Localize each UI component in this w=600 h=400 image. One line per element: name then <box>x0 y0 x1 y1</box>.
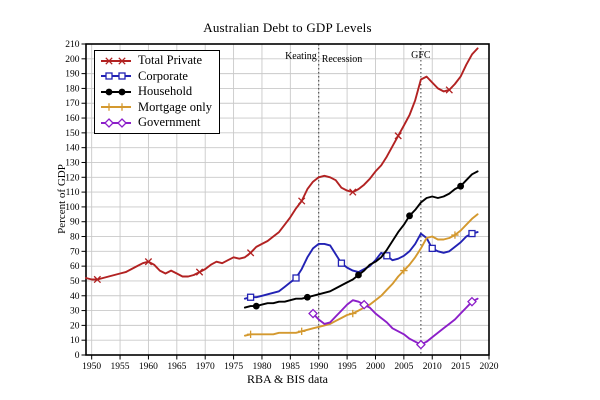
legend-label-government: Government <box>138 115 201 130</box>
x-tick-label: 1995 <box>338 362 357 372</box>
y-tick-label: 80 <box>70 233 80 243</box>
y-tick-label: 100 <box>65 203 80 213</box>
annotation-recession: Recession <box>321 54 363 65</box>
legend-item-corporate: Corporate <box>99 69 212 85</box>
y-tick-label: 150 <box>65 129 80 139</box>
x-tick-label: 1950 <box>82 362 101 372</box>
y-tick-label: 20 <box>70 321 80 331</box>
x-tick-label: 1965 <box>167 362 186 372</box>
y-tick-label: 30 <box>70 307 80 317</box>
y-tick-label: 130 <box>65 158 80 168</box>
x-tick-label: 1985 <box>281 362 300 372</box>
chart-footer: RBA & BIS data <box>246 372 328 386</box>
y-tick-label: 170 <box>65 99 80 109</box>
x-tick-label: 2015 <box>451 362 470 372</box>
series-line-household <box>243 170 479 309</box>
legend-label-total-private: Total Private <box>138 53 203 68</box>
series-line-government <box>312 297 479 346</box>
x-tick-label: 1970 <box>196 362 215 372</box>
y-tick-label: 140 <box>65 144 80 154</box>
annotation-keating: Keating <box>285 51 317 62</box>
series-line-corporate <box>243 231 479 300</box>
y-tick-label: 160 <box>65 114 80 124</box>
series-markers-corporate <box>246 229 476 301</box>
legend-marker-mortgage-only <box>101 103 131 111</box>
y-tick-label: 0 <box>75 351 80 361</box>
legend-item-mortgage-only: Mortgage only <box>99 100 212 116</box>
legend-item-household: Household <box>99 84 212 100</box>
y-tick-label: 120 <box>65 173 80 183</box>
tick-marks <box>81 43 490 360</box>
legend-marker-total-private <box>101 57 131 65</box>
series-markers-government <box>308 296 477 350</box>
chart-title: Australian Debt to GDP Levels <box>203 20 372 35</box>
legend-item-government: Government <box>99 115 212 131</box>
y-tick-label: 210 <box>65 40 80 50</box>
y-tick-label: 10 <box>70 336 80 346</box>
legend-marker-corporate <box>101 72 131 80</box>
x-tick-label: 2005 <box>394 362 413 372</box>
legend: Total Private Corporate Household Mortgage … <box>94 50 220 134</box>
legend-marker-household <box>101 88 131 96</box>
axes-border <box>85 43 490 356</box>
y-tick-label: 90 <box>70 218 80 228</box>
x-tick-label: 1955 <box>111 362 130 372</box>
series-line-mortgage-only <box>243 213 479 337</box>
x-tick-label: 1975 <box>224 362 243 372</box>
series-markers-total-private <box>93 86 453 284</box>
y-tick-label: 200 <box>65 55 80 65</box>
legend-label-mortgage-only: Mortgage only <box>138 99 212 114</box>
legend-label-corporate: Corporate <box>138 68 188 83</box>
y-tick-label: 60 <box>70 262 80 272</box>
series-markers-household <box>252 182 465 310</box>
series-markers-mortgage-only <box>246 231 459 338</box>
x-tick-label: 1980 <box>252 362 271 372</box>
legend-marker-government <box>101 117 131 128</box>
y-tick-label: 40 <box>70 292 80 302</box>
x-tick-label: 2000 <box>366 362 385 372</box>
annotation-gfc: GFC <box>411 50 431 61</box>
legend-item-total-private: Total Private <box>99 53 212 69</box>
y-tick-label: 110 <box>66 188 80 198</box>
x-tick-label: 1960 <box>139 362 158 372</box>
x-tick-label: 1990 <box>309 362 328 372</box>
legend-label-household: Household <box>138 84 193 99</box>
x-tick-label: 2020 <box>480 362 499 372</box>
y-tick-label: 50 <box>70 277 80 287</box>
y-tick-label: 190 <box>65 70 80 80</box>
series-line-total-private <box>85 47 479 281</box>
tick-labels: 0 10 20 30 40 50 60 70 80 90 100 110 120 130 140 150 160… <box>65 40 499 372</box>
x-tick-label: 2010 <box>423 362 442 372</box>
y-tick-label: 180 <box>65 84 80 94</box>
y-tick-label: 70 <box>70 247 80 257</box>
